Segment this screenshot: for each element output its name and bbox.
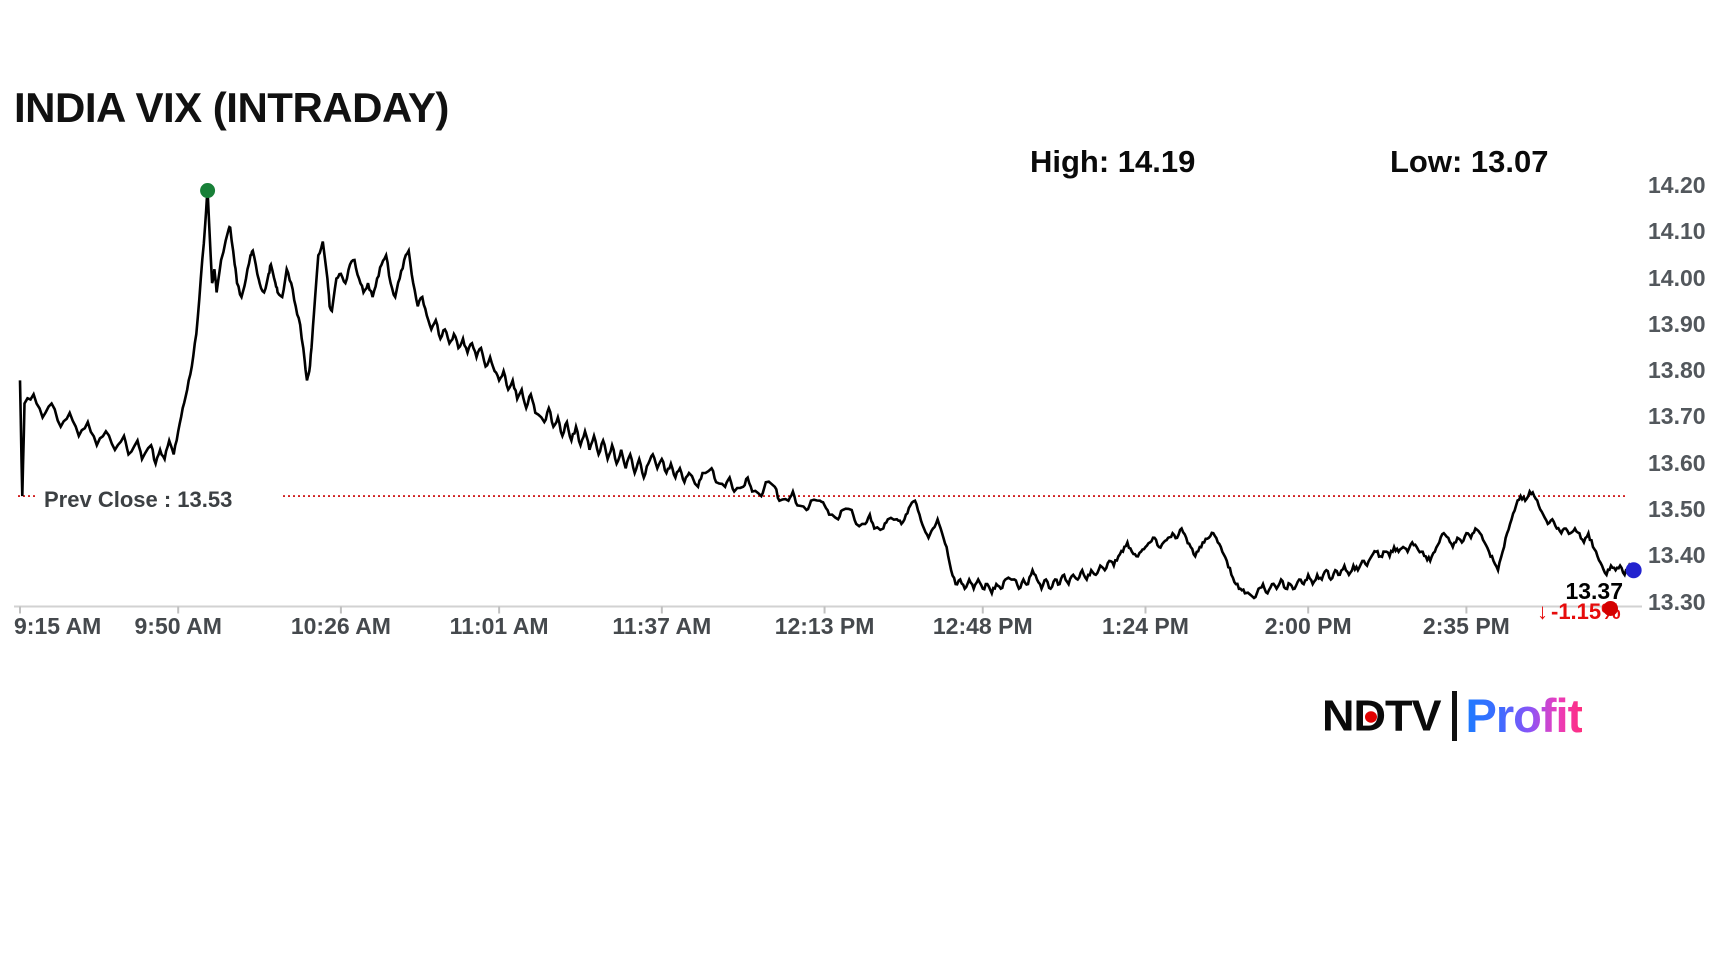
y-axis-tick-label: 13.40 <box>1648 542 1706 569</box>
session-high-label: High: 14.19 <box>1030 144 1196 179</box>
y-axis-tick-label: 14.20 <box>1648 171 1706 198</box>
logo-letter-v: V <box>1411 690 1442 740</box>
logo-letter-d: D <box>1354 691 1386 741</box>
x-axis-tick-label: 11:37 AM <box>612 613 712 639</box>
logo-letter-n: N <box>1322 690 1354 740</box>
y-axis-tick-label: 14.00 <box>1648 264 1706 291</box>
down-arrow-icon: ↓ <box>1537 599 1548 624</box>
prev-close-label: Prev Close : 13.53 <box>44 487 233 512</box>
high-point-dot <box>200 183 216 199</box>
y-axis-tick-label: 13.30 <box>1648 588 1706 615</box>
y-axis-tick-label: 13.90 <box>1648 310 1706 337</box>
change-marker-dot <box>1603 601 1618 616</box>
y-axis-tick-label: 13.60 <box>1648 449 1706 476</box>
x-axis-tick-label: 11:01 AM <box>449 613 549 639</box>
y-axis-tick-label: 13.70 <box>1648 403 1706 430</box>
session-low-label: Low: 13.07 <box>1390 144 1549 179</box>
logo-letter-t: T <box>1385 690 1412 740</box>
x-axis-tick-label: 12:13 PM <box>774 613 875 639</box>
x-axis-tick-label: 9:50 AM <box>134 613 222 639</box>
profit-wordmark: Profit <box>1465 689 1584 742</box>
x-axis-tick-label: 2:00 PM <box>1264 613 1352 639</box>
last-price-label: 13.37 <box>1565 578 1623 604</box>
page-title: INDIA VIX (INTRADAY) <box>14 84 449 131</box>
price-line <box>18 190 1635 600</box>
x-axis-tick-label: 12:48 PM <box>932 613 1033 639</box>
y-axis-tick-label: 13.50 <box>1648 496 1706 522</box>
y-axis-tick-label: 13.80 <box>1648 357 1706 384</box>
last-point-dot <box>1625 562 1642 579</box>
logo-divider <box>1451 690 1457 741</box>
x-axis-tick-label: 1:24 PM <box>1102 613 1189 639</box>
x-axis-tick-label: 10:26 AM <box>290 613 391 639</box>
ndtv-wordmark: N D T V <box>1322 690 1442 741</box>
x-axis-ticks <box>19 606 1468 614</box>
ndtv-red-dot-icon <box>1364 710 1377 723</box>
ndtv-profit-logo: N D T V Profit <box>1322 688 1584 743</box>
chart-canvas <box>14 183 1642 614</box>
x-axis-tick-label: 2:35 PM <box>1422 613 1510 639</box>
y-axis-tick-label: 14.10 <box>1648 218 1706 245</box>
x-axis-tick-label: 9:15 AM <box>14 613 102 639</box>
